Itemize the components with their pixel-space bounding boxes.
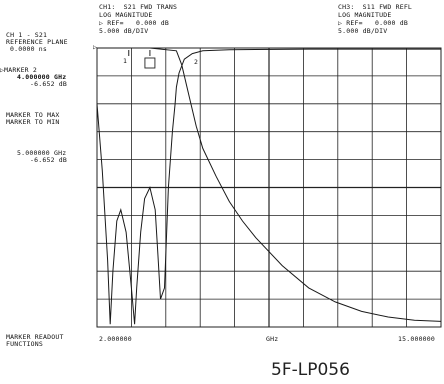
ch3-title: CH3: S11 FWD REFL	[338, 3, 413, 11]
reference-level-marker: ▷	[93, 43, 97, 51]
ch3-reference: ▷ REF= 0.000 dB	[338, 19, 408, 27]
marker-readout-button[interactable]: MARKER READOUT	[6, 333, 64, 341]
plot-grid	[96, 47, 442, 328]
ch1-title: CH1: S21 FWD TRANS	[99, 3, 178, 11]
plot-markers	[128, 50, 156, 69]
marker-1-label: 1	[123, 57, 127, 65]
ch3-format: LOG MAGNITUDE	[338, 11, 392, 19]
x-axis-stop-label: 15.000000	[398, 335, 436, 343]
marker2-db: -6.652 dB	[30, 156, 68, 164]
marker-frequency: 4.000000 GHz	[17, 73, 67, 81]
x-axis-start-label: 2.000000	[99, 335, 132, 343]
ch1-reference: ▷ REF= 0.000 dB	[99, 19, 169, 27]
marker-to-min-button[interactable]: MARKER TO MIN	[6, 118, 60, 126]
plot-traces	[96, 47, 442, 325]
ch1-scale: 5.000 dB/DIV	[99, 27, 149, 35]
reference-plane-button[interactable]: REFERENCE PLANE	[6, 38, 68, 46]
figure-caption: 5F-LP056	[271, 360, 350, 380]
active-marker-box	[144, 57, 156, 69]
ch3-scale: 5.000 dB/DIV	[338, 27, 388, 35]
x-axis-unit-label: GHz	[266, 335, 279, 343]
marker-to-max-button[interactable]: MARKER TO MAX	[6, 111, 60, 119]
trace-s21	[97, 47, 442, 322]
channel-label: CH 1 - S21	[6, 31, 48, 39]
marker-db: -6.652 dB	[30, 80, 68, 88]
marker-2-label: 2	[194, 58, 198, 66]
marker-readout-functions: FUNCTIONS	[6, 340, 44, 348]
marker-select-button[interactable]: ▷MARKER 2	[0, 66, 38, 74]
ch1-format: LOG MAGNITUDE	[99, 11, 153, 19]
reference-plane-value: 0.0000 ns	[10, 45, 48, 53]
trace-s11	[96, 48, 441, 325]
marker2-frequency: 5.000000 GHz	[17, 149, 67, 157]
